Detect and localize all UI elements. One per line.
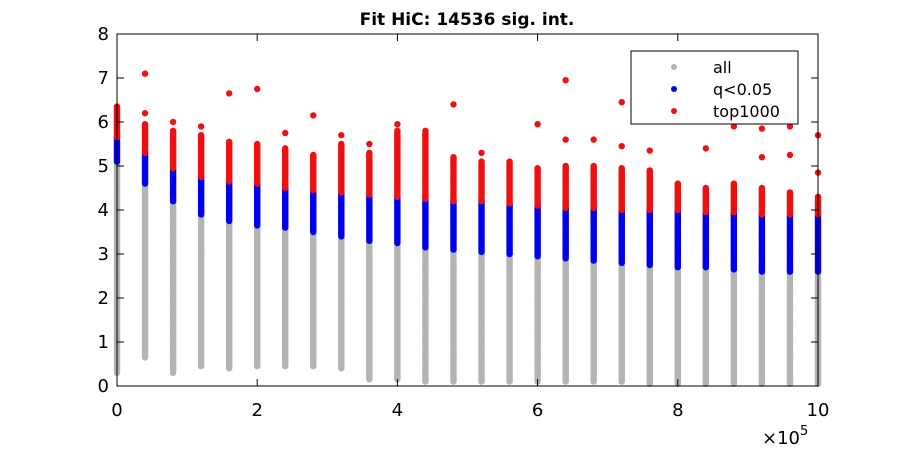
point-top1000: [338, 140, 345, 148]
point-column-top1000: [394, 127, 401, 200]
point-column-q-0-05: [450, 198, 457, 253]
point-column-q-0-05: [506, 200, 513, 258]
point-column-q-0-05: [702, 209, 710, 271]
point-top1000: [169, 127, 177, 134]
point-column-q-0-05: [646, 206, 653, 269]
point-column-top1000: [338, 140, 345, 196]
point-top1000: [225, 138, 233, 145]
point-column-all: [478, 248, 485, 385]
point-column-q-0-05: [534, 202, 541, 260]
point-column-all: [618, 259, 625, 385]
point-column-q-0-05: [225, 178, 233, 225]
point-column-all: [394, 239, 401, 383]
point-column-top1000: [478, 158, 485, 205]
point-column-q-0-05: [730, 209, 738, 273]
point-column-top1000: [225, 138, 233, 185]
point-top1000: [366, 149, 373, 156]
point-column-all: [534, 253, 541, 385]
point-top1000: [478, 158, 485, 165]
point-column-q-0-05: [338, 189, 345, 240]
point-top1000: [394, 127, 401, 134]
point-column-top1000: [310, 151, 317, 194]
point-top1000: [310, 151, 317, 159]
point-column-q-0-05: [758, 211, 766, 275]
point-column-top1000: [141, 121, 149, 156]
point-column-all: [225, 217, 233, 372]
point-column-q-0-05: [618, 206, 625, 266]
point-column-all: [646, 261, 653, 387]
point-top1000: [282, 145, 289, 152]
point-column-all: [141, 180, 149, 361]
point-column-top1000: [422, 129, 429, 203]
point-column-all: [702, 264, 710, 387]
point-column-q-0-05: [197, 173, 205, 218]
point-column-all: [450, 246, 457, 385]
point-top1000: [450, 154, 457, 161]
point-top1000: [197, 132, 205, 139]
chart-title: Fit HiC: 14536 sig. int.: [360, 10, 575, 30]
point-column-top1000: [254, 140, 261, 187]
point-column-all: [674, 264, 681, 387]
point-top1000: [254, 140, 261, 148]
point-column-q-0-05: [254, 180, 261, 229]
point-column-q-0-05: [786, 211, 794, 275]
point-column-all: [310, 228, 317, 370]
point-column-all: [506, 250, 513, 385]
point-top1000: [141, 121, 149, 128]
point-column-q-0-05: [366, 191, 373, 244]
point-column-top1000: [169, 127, 177, 172]
point-column-all: [562, 255, 569, 385]
point-column-top1000: [506, 158, 513, 207]
point-column-top1000: [197, 132, 205, 181]
point-column-q-0-05: [590, 204, 597, 264]
point-column-all: [282, 224, 289, 370]
point-column-all: [786, 268, 794, 387]
point-column-top1000: [282, 145, 289, 192]
point-column-top1000: [450, 154, 457, 205]
point-column-q-0-05: [674, 206, 681, 271]
point-column-all: [366, 237, 373, 383]
point-column-q-0-05: [310, 187, 317, 236]
point-column-all: [730, 266, 738, 387]
point-column-q-0-05: [282, 184, 289, 231]
point-column-all: [254, 222, 261, 370]
point-column-all: [758, 268, 766, 387]
point-column-all: [197, 211, 205, 370]
point-column-all: [590, 257, 597, 385]
point-column-top1000: [366, 149, 373, 198]
point-column-q-0-05: [562, 204, 569, 262]
point-column-q-0-05: [394, 193, 401, 247]
point-column-all: [338, 233, 345, 372]
point-column-q-0-05: [478, 198, 485, 255]
point-column-q-0-05: [422, 195, 429, 251]
point-column-all: [169, 198, 177, 376]
point-column-all: [422, 244, 429, 385]
